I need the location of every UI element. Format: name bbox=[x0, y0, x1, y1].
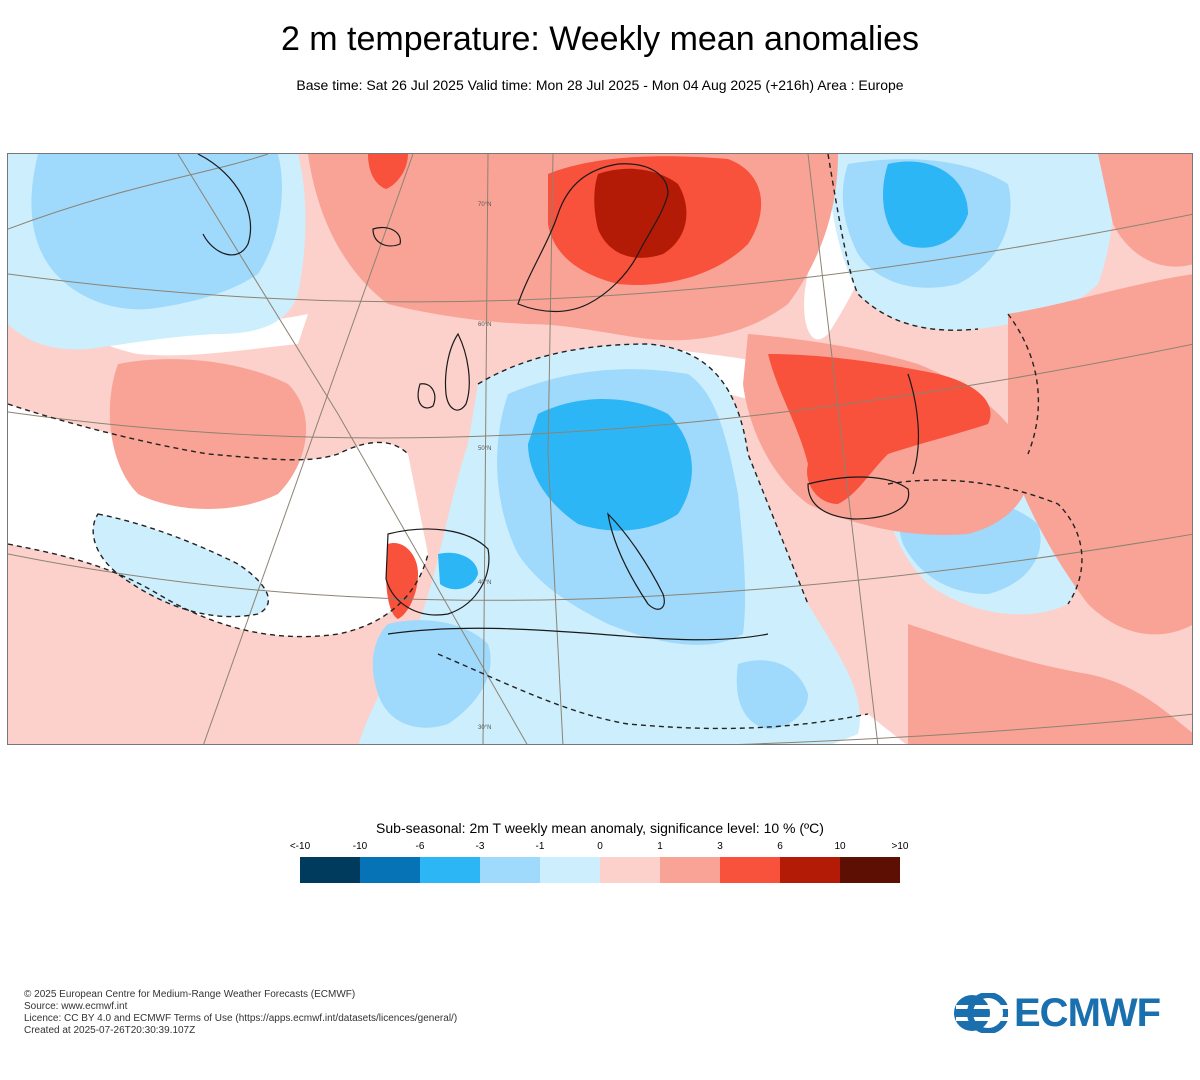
graticule-label-40n: 40°N bbox=[478, 580, 491, 586]
legend-swatch-6 bbox=[660, 857, 720, 883]
ecmwf-logo[interactable]: ECMWF bbox=[952, 990, 1182, 1035]
legend-label: <-10 bbox=[289, 841, 311, 852]
source-line: Source: www.ecmwf.int bbox=[24, 1001, 128, 1012]
chart-title: 2 m temperature: Weekly mean anomalies bbox=[280, 20, 920, 58]
chart-subtitle: Base time: Sat 26 Jul 2025 Valid time: M… bbox=[296, 77, 904, 93]
legend-swatch-2 bbox=[420, 857, 480, 883]
copyright-line: © 2025 European Centre for Medium-Range … bbox=[24, 989, 356, 1000]
legend-label: 1 bbox=[657, 841, 663, 852]
legend-label: -3 bbox=[475, 841, 485, 852]
legend-swatch-0 bbox=[300, 857, 360, 883]
legend-swatch-7 bbox=[720, 857, 780, 883]
legend-swatch-8 bbox=[780, 857, 840, 883]
ecmwf-logo-text: ECMWF bbox=[1014, 990, 1161, 1035]
ecmwf-logo-icon bbox=[954, 993, 1008, 1033]
legend-label: -6 bbox=[415, 841, 425, 852]
graticule-labels: 70°N 60°N 50°N 40°N 30°N bbox=[478, 202, 491, 731]
anomaly-map[interactable]: 70°N 60°N 50°N 40°N 30°N bbox=[7, 153, 1193, 745]
legend-swatch-9 bbox=[840, 857, 900, 883]
graticule bbox=[8, 154, 1192, 744]
legend-label: 0 bbox=[597, 841, 603, 852]
graticule-label-30n: 30°N bbox=[478, 725, 491, 731]
legend-color-bar bbox=[300, 857, 900, 883]
extreme-areas bbox=[594, 168, 687, 258]
legend-swatch-5 bbox=[600, 857, 660, 883]
significance-contours bbox=[8, 154, 1083, 730]
legend-label: -1 bbox=[535, 841, 545, 852]
legend-label: 3 bbox=[717, 841, 723, 852]
graticule-label-70n: 70°N bbox=[478, 202, 491, 208]
graticule-label-60n: 60°N bbox=[478, 322, 491, 328]
legend-label: 10 bbox=[834, 841, 846, 852]
legend-label: >10 bbox=[891, 841, 909, 852]
licence-line: Licence: CC BY 4.0 and ECMWF Terms of Us… bbox=[24, 1013, 458, 1024]
created-line: Created at 2025-07-26T20:30:39.107Z bbox=[24, 1025, 196, 1036]
legend-labels: <-10 -10 -6 -3 -1 0 1 3 6 10 >10 bbox=[270, 841, 930, 855]
graticule-label-50n: 50°N bbox=[478, 446, 491, 452]
legend-swatch-3 bbox=[480, 857, 540, 883]
legend-label: -10 bbox=[352, 841, 368, 852]
coastlines bbox=[197, 154, 920, 641]
legend-swatch-1 bbox=[360, 857, 420, 883]
legend-swatch-4 bbox=[540, 857, 600, 883]
legend-label: 6 bbox=[777, 841, 783, 852]
legend-title: Sub-seasonal: 2m T weekly mean anomaly, … bbox=[376, 820, 824, 836]
footer: © 2025 European Centre for Medium-Range … bbox=[24, 989, 457, 1037]
